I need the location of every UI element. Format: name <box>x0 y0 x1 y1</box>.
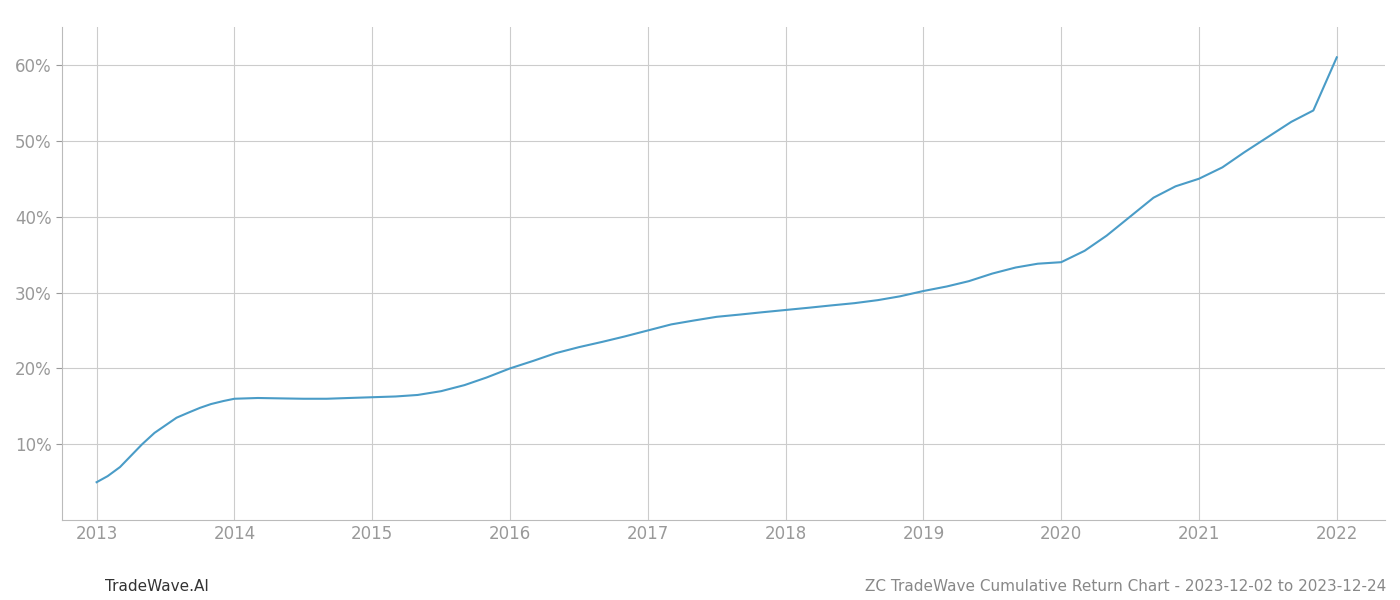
Text: ZC TradeWave Cumulative Return Chart - 2023-12-02 to 2023-12-24: ZC TradeWave Cumulative Return Chart - 2… <box>865 579 1386 594</box>
Text: TradeWave.AI: TradeWave.AI <box>105 579 209 594</box>
